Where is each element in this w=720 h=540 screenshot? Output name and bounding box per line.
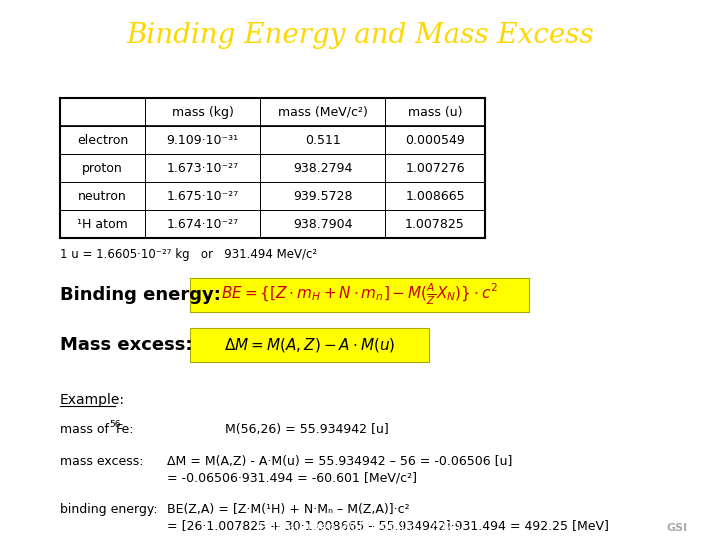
Text: 1.675·10⁻²⁷: 1.675·10⁻²⁷ [166, 190, 238, 203]
Text: neutron: neutron [78, 190, 127, 203]
Text: electron: electron [77, 134, 128, 147]
Text: = -0.06506·931.494 = -60.601 [MeV/c²]: = -0.06506·931.494 = -60.601 [MeV/c²] [167, 471, 417, 484]
Text: 1.008665: 1.008665 [405, 190, 465, 203]
Text: GSI: GSI [666, 523, 688, 533]
Text: 1.007276: 1.007276 [405, 162, 465, 175]
Text: 1.673·10⁻²⁷: 1.673·10⁻²⁷ [166, 162, 238, 175]
Text: Example:: Example: [60, 393, 125, 407]
Text: 1.007825: 1.007825 [405, 218, 465, 231]
Text: $\Delta M = M(A,Z) - A \cdot M(u)$: $\Delta M = M(A,Z) - A \cdot M(u)$ [224, 336, 395, 354]
Text: 56: 56 [109, 420, 120, 429]
Text: ¹H atom: ¹H atom [77, 218, 128, 231]
Text: 1.674·10⁻²⁷: 1.674·10⁻²⁷ [166, 218, 238, 231]
Text: BE(Z,A) = [Z·M(¹H) + N·Mₙ – M(Z,A)]·c²: BE(Z,A) = [Z·M(¹H) + N·Mₙ – M(Z,A)]·c² [167, 503, 410, 516]
Text: mass (kg): mass (kg) [171, 106, 233, 119]
Text: mass (MeV/c²): mass (MeV/c²) [278, 106, 367, 119]
Text: $BE = \{[Z \cdot m_H + N \cdot m_n] - M(\frac{A}{Z}X_N)\} \cdot c^2$: $BE = \{[Z \cdot m_H + N \cdot m_n] - M(… [221, 282, 498, 307]
Text: mass of: mass of [60, 423, 113, 436]
Text: 0.511: 0.511 [305, 134, 341, 147]
Text: Fe:: Fe: [116, 423, 135, 436]
Text: binding energy:: binding energy: [60, 503, 158, 516]
Text: Binding Energy and Mass Excess: Binding Energy and Mass Excess [126, 22, 594, 49]
Text: proton: proton [82, 162, 123, 175]
Text: ΔM = M(A,Z) - A·M(u) = 55.934942 – 56 = -0.06506 [u]: ΔM = M(A,Z) - A·M(u) = 55.934942 – 56 = … [167, 455, 513, 468]
Text: mass (u): mass (u) [408, 106, 462, 119]
Text: Binding energy:: Binding energy: [60, 286, 221, 303]
Text: 0.000549: 0.000549 [405, 134, 465, 147]
Text: Hans-Jürgen Wollersheim - 2020: Hans-Jürgen Wollersheim - 2020 [259, 521, 461, 535]
Text: mass excess:: mass excess: [60, 455, 143, 468]
Text: = [26·1.007825 + 30·1.008665 – 55.934942]·931.494 = 492.25 [MeV]: = [26·1.007825 + 30·1.008665 – 55.934942… [167, 519, 609, 532]
Text: 9.109·10⁻³¹: 9.109·10⁻³¹ [166, 134, 238, 147]
Text: 1 u = 1.6605·10⁻²⁷ kg   or   931.494 MeV/c²: 1 u = 1.6605·10⁻²⁷ kg or 931.494 MeV/c² [60, 248, 317, 261]
Text: 938.7904: 938.7904 [293, 218, 352, 231]
Text: Mass excess:: Mass excess: [60, 336, 192, 354]
Text: 938.2794: 938.2794 [293, 162, 352, 175]
Text: 939.5728: 939.5728 [293, 190, 352, 203]
FancyBboxPatch shape [190, 328, 429, 362]
Text: M(56,26) = 55.934942 [u]: M(56,26) = 55.934942 [u] [225, 423, 389, 436]
FancyBboxPatch shape [190, 278, 529, 312]
